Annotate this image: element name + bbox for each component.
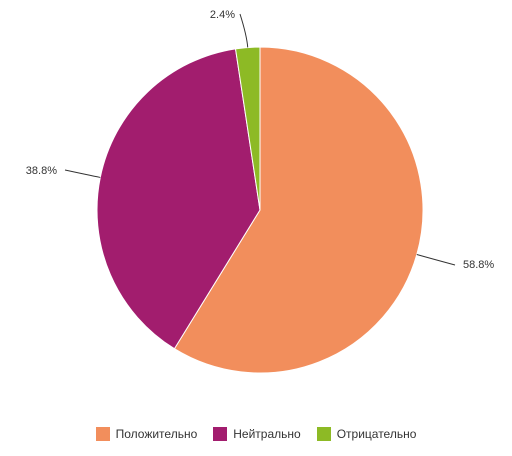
data-label-negative: 2.4% <box>210 9 235 21</box>
legend-label-neutral: Нейтрально <box>233 427 301 441</box>
data-label-neutral: 38.8% <box>26 165 57 177</box>
leader-line-positive <box>416 254 456 266</box>
legend-label-positive: Положительно <box>115 427 198 441</box>
pie-chart: 58.8% 38.8% 2.4% <box>26 9 494 374</box>
legend-item-positive[interactable]: Положительно <box>95 427 198 441</box>
leader-line-negative <box>239 13 249 48</box>
legend-label-negative: Отрицательно <box>336 427 417 441</box>
data-label-positive: 58.8% <box>463 259 494 271</box>
pie-slice-positive[interactable] <box>173 46 424 374</box>
legend-swatch-positive <box>95 427 110 441</box>
legend-swatch-neutral <box>213 427 228 441</box>
legend-swatch-negative <box>316 427 331 441</box>
pie-slice-neutral[interactable] <box>96 48 261 350</box>
legend-item-negative[interactable]: Отрицательно <box>316 427 417 441</box>
legend-item-neutral[interactable]: Нейтрально <box>213 427 301 441</box>
legend: Положительно Нейтрально Отрицательно <box>0 427 512 441</box>
leader-line-neutral <box>64 169 101 178</box>
